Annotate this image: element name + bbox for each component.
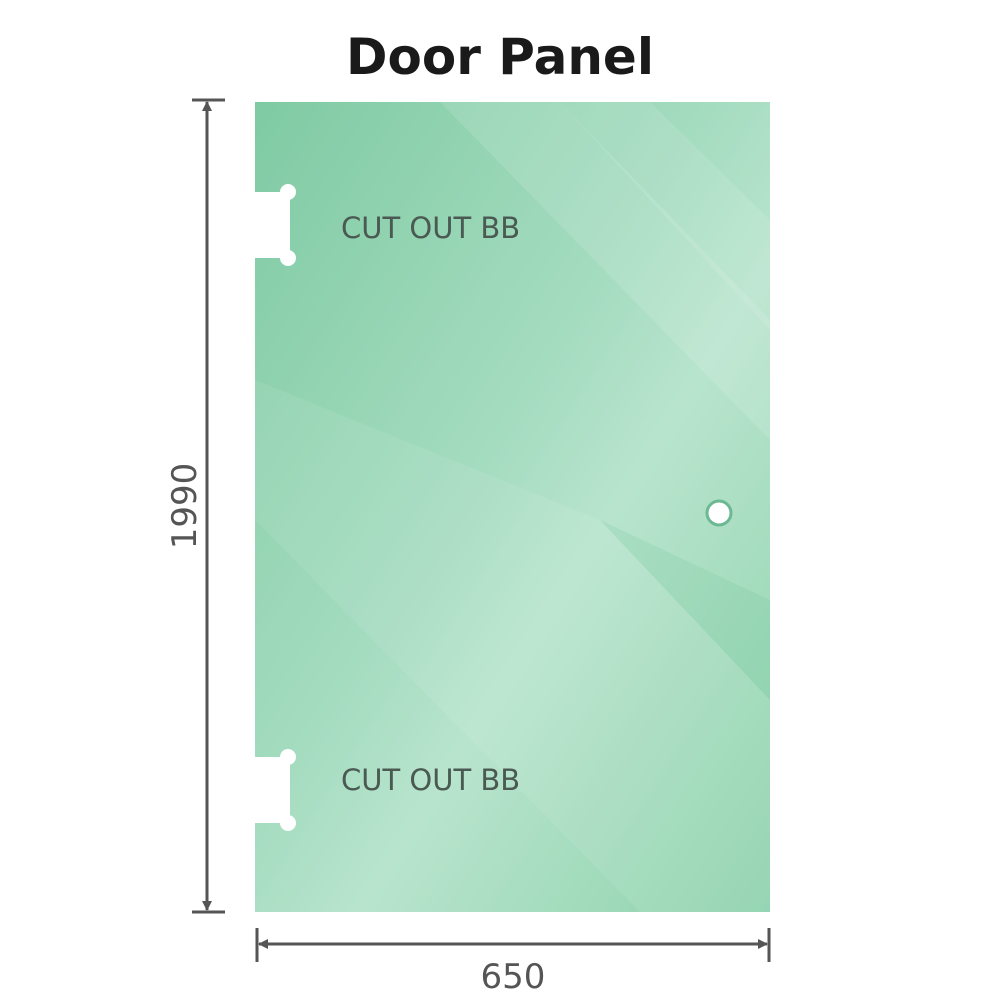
handle-hole (705, 499, 733, 527)
glass-panel (255, 102, 770, 912)
height-label: 1990 (165, 463, 205, 550)
cutout-label-top: CUT OUT BB (341, 211, 520, 245)
cutout-bottom (252, 749, 296, 831)
cutout-label-bottom: CUT OUT BB (341, 763, 520, 797)
cutout-top (252, 184, 296, 266)
width-label: 650 (481, 957, 546, 997)
diagram-title: Door Panel (346, 28, 654, 86)
height-dimension: 1990 (165, 98, 225, 914)
width-dimension: 650 (255, 928, 771, 997)
